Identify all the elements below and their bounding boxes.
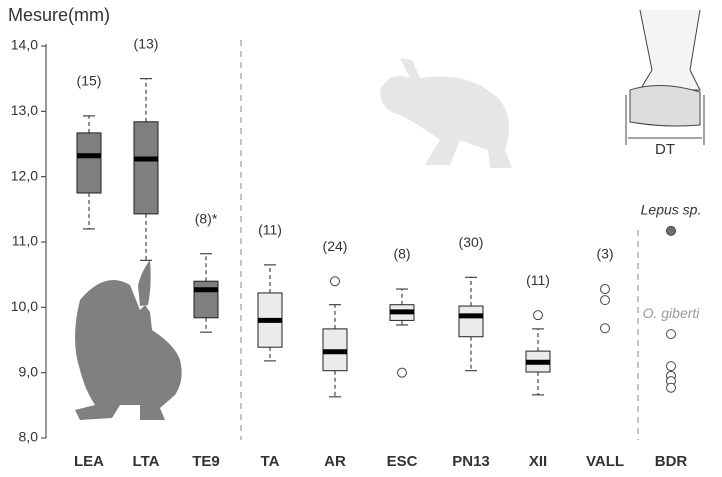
count-label: (11) — [526, 272, 550, 288]
inset-label: DT — [655, 141, 675, 158]
flier — [330, 276, 340, 287]
count-label: (13) — [134, 35, 159, 51]
x-tick-label: TA — [261, 453, 280, 470]
count-label: (8) — [393, 246, 410, 262]
count-label: (11) — [258, 222, 282, 238]
box — [76, 132, 102, 194]
point — [666, 382, 676, 393]
flier — [533, 310, 543, 321]
y-tick-label: 12,0 — [11, 167, 38, 183]
y-tick-label: 10,0 — [11, 298, 38, 314]
box — [458, 305, 484, 338]
point — [666, 225, 676, 236]
point — [666, 361, 676, 372]
point — [666, 329, 676, 340]
x-tick-label: VALL — [586, 453, 624, 470]
hare-ear — [138, 260, 151, 306]
y-tick-label: 9,0 — [19, 363, 39, 379]
hare-silhouette — [75, 280, 182, 420]
group-label: O. giberti — [643, 305, 701, 321]
point — [600, 284, 610, 295]
x-tick-label: ESC — [387, 453, 418, 470]
point — [600, 323, 610, 334]
hare-silhouette — [380, 58, 512, 168]
x-tick-label: XII — [529, 453, 547, 470]
count-label: (8)* — [195, 210, 218, 226]
x-tick-label: AR — [324, 453, 346, 470]
box — [133, 121, 159, 215]
bone-inset — [625, 9, 705, 145]
y-tick-label: 14,0 — [11, 37, 38, 53]
x-tick-label: TE9 — [192, 453, 220, 470]
x-tick-label: LEA — [74, 453, 104, 470]
y-tick-label: 8,0 — [19, 429, 39, 445]
count-label: (15) — [77, 73, 102, 89]
chart-title: Mesure(mm) — [8, 5, 110, 25]
group-label: Lepus sp. — [641, 202, 702, 218]
x-tick-label: LTA — [133, 453, 160, 470]
x-tick-label: BDR — [655, 453, 688, 470]
x-tick-label: PN13 — [452, 453, 490, 470]
count-label: (30) — [459, 234, 484, 250]
point — [600, 295, 610, 306]
box — [193, 280, 219, 319]
count-label: (3) — [596, 246, 613, 262]
count-label: (24) — [323, 238, 348, 254]
flier — [397, 367, 407, 378]
y-tick-label: 13,0 — [11, 102, 38, 118]
y-tick-label: 11,0 — [12, 233, 38, 249]
